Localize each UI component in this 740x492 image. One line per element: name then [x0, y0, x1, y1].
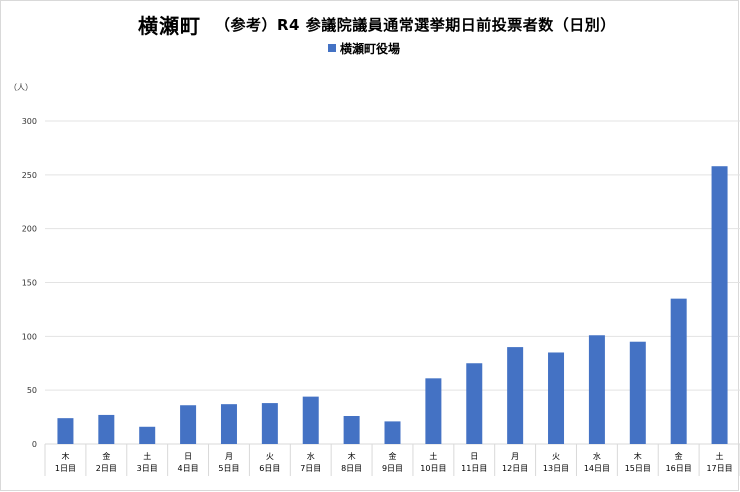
x-tick-weekday: 日: [184, 452, 192, 461]
chart-subtitle: （参考）R4 参議院議員通常選挙期日前投票者数（日別）: [215, 16, 616, 34]
x-tick-day: 14日目: [584, 464, 610, 473]
y-tick-label: 250: [22, 171, 37, 180]
bar: [98, 414, 115, 444]
x-tick-day: 9日目: [382, 464, 403, 473]
bar: [220, 404, 237, 444]
x-tick-day: 11日目: [461, 464, 487, 473]
x-tick-day: 5日目: [218, 464, 239, 473]
x-tick-day: 8日目: [341, 464, 362, 473]
y-tick-label: 200: [22, 225, 37, 234]
x-tick-weekday: 月: [511, 452, 519, 461]
bar: [384, 421, 401, 444]
bar: [57, 418, 74, 444]
bar: [670, 298, 687, 444]
x-tick-weekday: 土: [716, 451, 724, 461]
x-tick-weekday: 金: [389, 451, 397, 461]
bar: [261, 403, 278, 444]
x-tick-day: 13日目: [543, 464, 569, 473]
bar: [302, 396, 319, 444]
y-axis-unit-label: （人）: [9, 83, 33, 92]
x-tick-day: 7日目: [300, 464, 321, 473]
x-tick-weekday: 火: [552, 452, 560, 461]
x-tick-day: 2日目: [96, 464, 117, 473]
x-tick-weekday: 日: [470, 452, 478, 461]
bar: [139, 426, 156, 444]
x-tick-day: 3日目: [137, 464, 158, 473]
x-tick-day: 1日目: [55, 464, 76, 473]
x-tick-day: 16日目: [666, 464, 692, 473]
bar: [425, 378, 442, 444]
x-tick-weekday: 木: [634, 451, 642, 461]
bar: [629, 341, 646, 444]
chart-title-row: 横瀬町 （参考）R4 参議院議員通常選挙期日前投票者数（日別）: [0, 10, 740, 38]
x-tick-weekday: 土: [429, 451, 437, 461]
bar: [588, 335, 605, 444]
y-tick-label: 150: [22, 279, 37, 288]
y-tick-label: 50: [27, 386, 37, 395]
x-tick-day: 4日目: [178, 464, 199, 473]
x-tick-day: 12日目: [502, 464, 528, 473]
bar: [507, 347, 524, 444]
y-tick-label: 0: [32, 440, 37, 449]
legend: 横瀬町役場: [328, 40, 400, 56]
x-tick-weekday: 土: [143, 451, 151, 461]
legend-label: 横瀬町役場: [340, 41, 401, 56]
x-tick-day: 10日目: [420, 464, 446, 473]
x-tick-weekday: 金: [102, 451, 110, 461]
x-tick-weekday: 水: [307, 451, 315, 461]
x-tick-day: 17日目: [706, 464, 732, 473]
x-tick-day: 6日目: [259, 464, 280, 473]
bar: [343, 416, 360, 444]
x-tick-weekday: 金: [675, 451, 683, 461]
x-tick-day: 15日目: [625, 464, 651, 473]
bar: [180, 405, 197, 444]
x-tick-weekday: 水: [593, 451, 601, 461]
bar: [711, 166, 728, 444]
legend-swatch: [328, 44, 336, 52]
x-tick-weekday: 月: [225, 452, 233, 461]
x-tick-weekday: 木: [348, 451, 356, 461]
x-tick-weekday: 木: [61, 451, 69, 461]
chart-title: 横瀬町: [138, 14, 201, 38]
y-tick-label: 100: [22, 332, 37, 341]
x-tick-weekday: 火: [266, 452, 274, 461]
y-tick-label: 300: [22, 117, 37, 126]
bar: [548, 352, 565, 444]
bar: [466, 363, 483, 444]
